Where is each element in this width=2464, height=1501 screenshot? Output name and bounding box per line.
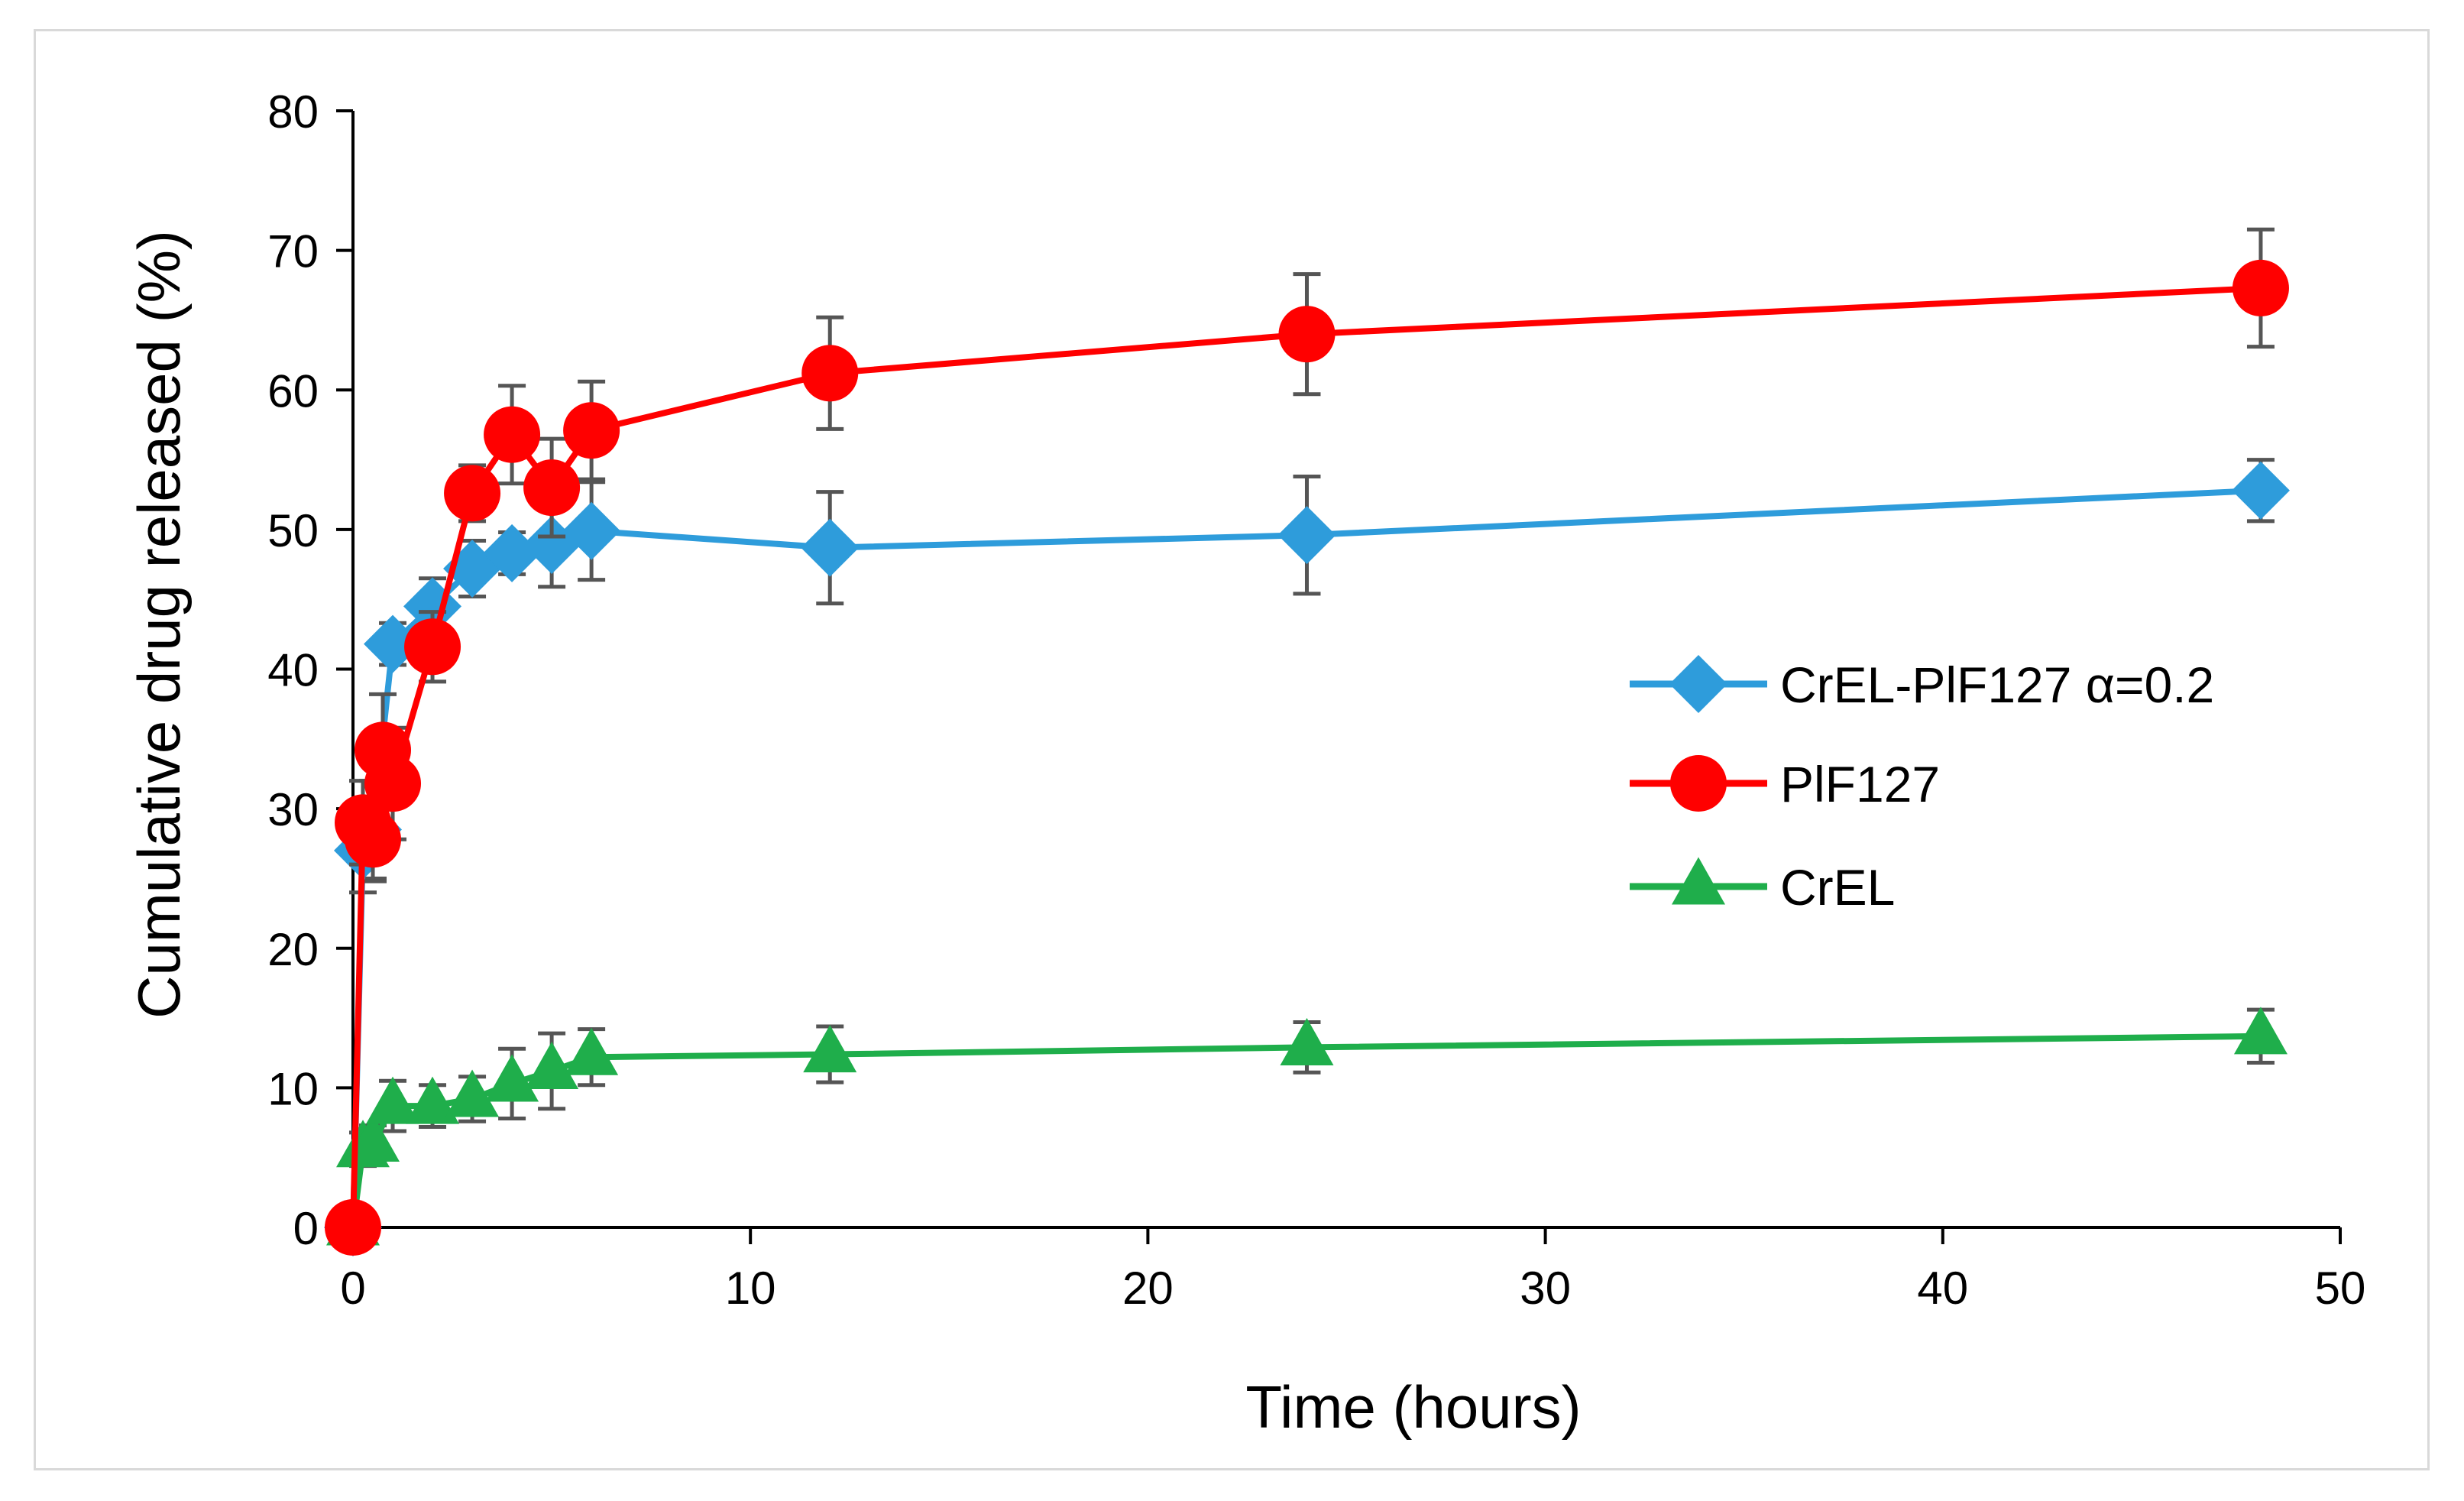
y-tick-label: 30 [267,784,319,835]
legend-marker [1670,755,1727,812]
x-tick-label: 50 [2315,1263,2366,1314]
data-point [1280,1017,1334,1065]
series-plf127 [325,227,2289,1256]
legend-label: PlF127 [1780,756,1940,812]
y-tick-label: 40 [267,645,319,696]
legend-item-plf127: PlF127 [1630,755,1940,812]
y-tick-label: 50 [267,505,319,556]
x-tick-label: 20 [1122,1263,1174,1314]
data-point [2233,1007,2288,1055]
axes: 0 10 20 30 40 50 60 70 80 0 10 20 30 40 50 [267,86,2365,1314]
y-tick-label: 70 [267,226,319,277]
series-line [350,487,2262,1228]
y-tick-label: 80 [267,86,319,138]
data-point [1277,506,1336,565]
data-point [366,1076,420,1124]
legend-label: CrEL-PlF127 α=0.2 [1780,656,2214,713]
data-point [445,1069,500,1117]
data-point [485,1054,539,1102]
data-point [565,1027,619,1075]
data-point [2231,461,2290,520]
data-point [484,406,541,463]
data-point [1278,306,1336,363]
y-axis-title: Cumulative drug released (%) [125,230,193,1019]
data-point [563,402,620,459]
series-layer [324,227,2290,1256]
y-tick-label: 0 [293,1203,319,1254]
data-point [801,345,859,402]
series-line [350,284,2262,1228]
legend: CrEL-PlF127 α=0.2 PlF127 CrEL [1630,655,2214,916]
data-point [803,1025,857,1073]
x-tick-label: 10 [725,1263,776,1314]
data-point [525,1042,579,1090]
x-axis-title: Time (hours) [1245,1373,1581,1441]
legend-item-crel-plf127-0-2: CrEL-PlF127 α=0.2 [1630,655,2214,713]
data-point [2232,259,2289,316]
y-tick-label: 60 [267,365,319,417]
data-point [562,501,621,560]
chart-frame [34,29,2430,1470]
data-point [346,1114,400,1162]
y-tick-label: 20 [267,924,319,975]
series-crel [326,1007,2288,1246]
legend-marker [1672,857,1725,905]
data-point [444,465,501,522]
series-crel-plf127-0-2 [324,458,2290,1256]
data-point [404,618,461,676]
legend-label: CrEL [1780,859,1895,916]
legend-marker [1669,655,1727,713]
data-point [406,1076,460,1124]
data-point [523,459,581,517]
data-point [325,1199,381,1256]
data-point [801,518,860,577]
x-tick-label: 40 [1917,1263,1968,1314]
x-tick-label: 0 [340,1263,365,1314]
y-tick-label: 10 [267,1063,319,1114]
data-point [345,811,402,868]
x-tick-label: 30 [1520,1263,1571,1314]
data-point [364,755,422,812]
legend-item-crel: CrEL [1630,857,1895,916]
data-point [483,524,542,582]
